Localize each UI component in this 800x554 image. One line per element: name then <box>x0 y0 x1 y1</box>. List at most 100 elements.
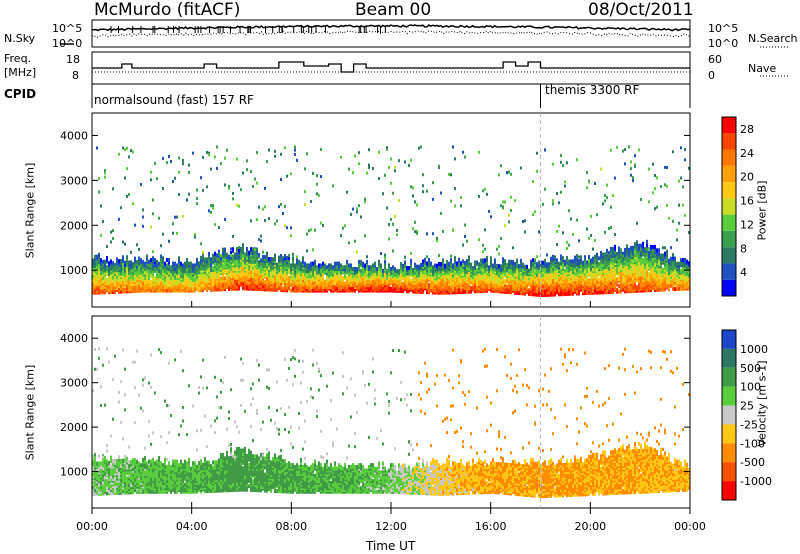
heatmap-cell <box>510 259 512 264</box>
heatmap-cell <box>564 184 566 188</box>
heatmap-cell <box>128 267 130 272</box>
power-panel-cells <box>92 145 690 298</box>
heatmap-cell <box>448 172 450 176</box>
heatmap-cell <box>208 286 210 291</box>
heatmap-cell <box>234 279 236 284</box>
heatmap-cell <box>142 281 144 286</box>
heatmap-cell <box>580 269 582 274</box>
heatmap-cell <box>154 161 156 165</box>
heatmap-cell <box>348 263 350 268</box>
noise-panel-frame <box>91 19 691 48</box>
heatmap-cell <box>436 279 438 284</box>
heatmap-cell <box>346 276 348 281</box>
heatmap-cell <box>224 258 226 263</box>
heatmap-cell <box>454 204 456 208</box>
heatmap-cell <box>218 256 220 261</box>
heatmap-cell <box>268 265 270 270</box>
heatmap-cell <box>582 260 584 265</box>
heatmap-cell <box>364 234 366 238</box>
heatmap-cell <box>172 222 174 226</box>
heatmap-cell <box>126 194 128 198</box>
heatmap-cell <box>416 231 418 235</box>
heatmap-cell <box>414 287 416 292</box>
heatmap-cell <box>306 249 308 253</box>
heatmap-cell <box>324 279 326 284</box>
heatmap-cell <box>306 152 308 156</box>
heatmap-cell <box>618 277 620 282</box>
heatmap-cell <box>258 278 260 283</box>
heatmap-cell <box>238 275 240 280</box>
heatmap-cell <box>564 259 566 264</box>
heatmap-cell <box>242 271 244 276</box>
heatmap-cell <box>258 252 260 257</box>
heatmap-cell <box>352 267 354 272</box>
heatmap-cell <box>126 167 128 171</box>
heatmap-cell <box>160 244 162 248</box>
heatmap-cell <box>490 276 492 281</box>
heatmap-cell <box>400 262 402 267</box>
heatmap-cell <box>410 185 412 189</box>
heatmap-cell <box>296 255 298 259</box>
heatmap-cell <box>636 261 638 266</box>
heatmap-cell <box>318 263 320 268</box>
heatmap-cell <box>96 254 98 259</box>
heatmap-cell <box>386 279 388 284</box>
heatmap-cell <box>356 250 358 254</box>
heatmap-cell <box>498 289 500 294</box>
heatmap-cell <box>382 268 384 273</box>
heatmap-cell <box>544 258 546 263</box>
heatmap-cell <box>432 197 434 201</box>
heatmap-cell <box>460 196 462 200</box>
heatmap-cell <box>614 244 616 249</box>
heatmap-cell <box>150 274 152 279</box>
heatmap-cell <box>180 261 182 266</box>
heatmap-cell <box>224 269 226 274</box>
heatmap-cell <box>310 279 312 284</box>
heatmap-cell <box>172 231 174 235</box>
heatmap-cell <box>162 256 164 261</box>
heatmap-cell <box>638 285 640 290</box>
heatmap-cell <box>294 263 296 268</box>
heatmap-cell <box>320 148 322 152</box>
heatmap-cell <box>344 224 346 228</box>
heatmap-cell <box>288 283 290 288</box>
heatmap-cell <box>554 267 556 272</box>
heatmap-cell <box>176 263 178 268</box>
heatmap-cell <box>572 259 574 264</box>
heatmap-cell <box>472 269 474 274</box>
heatmap-cell <box>588 278 590 283</box>
heatmap-cell <box>560 276 562 281</box>
heatmap-cell <box>390 181 392 185</box>
heatmap-cell <box>444 288 446 293</box>
heatmap-cell <box>166 263 168 268</box>
heatmap-cell <box>584 260 586 265</box>
freq-right-tick-bottom: 0 <box>708 69 715 82</box>
heatmap-cell <box>438 164 440 168</box>
heatmap-cell <box>202 155 204 159</box>
heatmap-cell <box>238 245 240 249</box>
heatmap-cell <box>496 271 498 276</box>
heatmap-cell <box>178 156 180 160</box>
heatmap-cell <box>112 261 114 266</box>
heatmap-cell <box>626 262 628 267</box>
heatmap-cell <box>624 248 626 253</box>
heatmap-cell <box>292 286 294 291</box>
heatmap-cell <box>188 268 190 273</box>
heatmap-cell <box>118 259 120 264</box>
heatmap-cell <box>358 259 360 264</box>
heatmap-cell <box>430 261 432 266</box>
heatmap-cell <box>600 250 602 255</box>
heatmap-cell <box>214 280 216 285</box>
heatmap-cell <box>622 257 624 262</box>
heatmap-cell <box>532 180 534 184</box>
heatmap-cell <box>106 256 108 261</box>
heatmap-cell <box>384 274 386 279</box>
heatmap-cell <box>188 274 190 279</box>
heatmap-cell <box>256 181 258 185</box>
heatmap-cell <box>258 237 260 241</box>
heatmap-cell <box>534 258 536 263</box>
heatmap-cell <box>238 204 240 208</box>
heatmap-cell <box>156 259 158 264</box>
heatmap-cell <box>104 175 106 179</box>
heatmap-cell <box>282 286 284 291</box>
